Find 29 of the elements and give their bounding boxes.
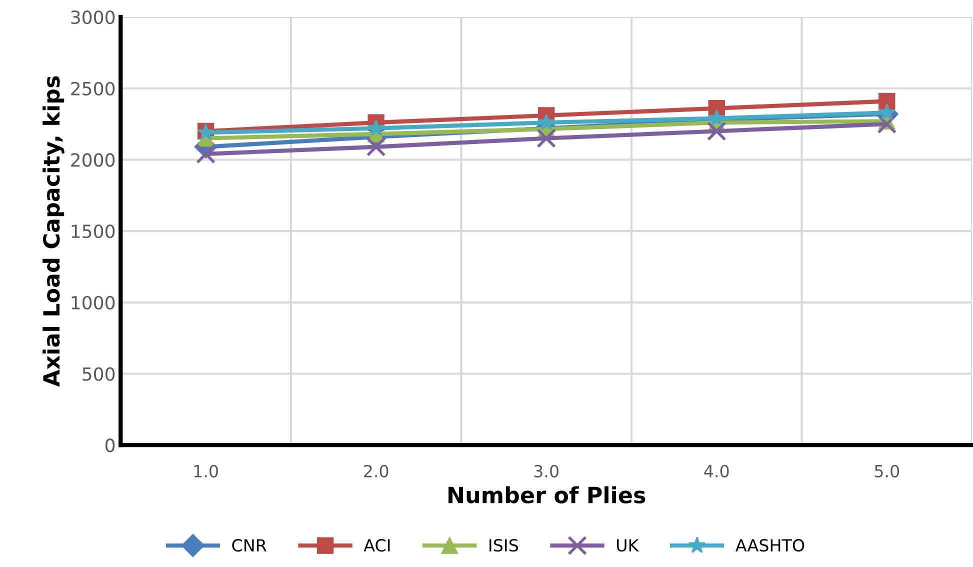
point <box>536 128 556 148</box>
y-tick-label: 2000 <box>71 153 115 167</box>
y-tick-label: 1500 <box>72 224 115 238</box>
point <box>538 114 555 130</box>
legend-label: ACI <box>364 539 390 552</box>
point <box>196 144 216 164</box>
x-tick-label: 1.0 <box>194 464 218 478</box>
legend-label: ISIS <box>490 539 518 552</box>
x-tick-label: 3.0 <box>534 464 558 478</box>
y-tick-label: 500 <box>82 367 115 381</box>
point <box>878 92 896 110</box>
point <box>367 119 385 136</box>
legend-label: AASHTO <box>736 539 804 552</box>
point <box>366 137 386 157</box>
y-axis-title: Axial Load Capacity, kips <box>42 76 64 387</box>
x-axis-title: Number of Plies <box>448 486 646 504</box>
point <box>708 109 726 126</box>
point <box>706 121 726 141</box>
x-tick-label: 2.0 <box>364 464 388 478</box>
point <box>878 104 896 120</box>
y-tick-label: 3000 <box>71 10 115 24</box>
x-tick-label: 4.0 <box>704 464 729 478</box>
x-tick-label: 5.0 <box>874 464 900 478</box>
y-tick-label: 2500 <box>71 82 115 96</box>
legend-label: UK <box>617 539 640 552</box>
point <box>877 114 897 134</box>
y-tick-label: 0 <box>105 438 115 452</box>
legend-label: CNR <box>232 539 266 552</box>
y-tick-label: 1000 <box>72 296 115 310</box>
